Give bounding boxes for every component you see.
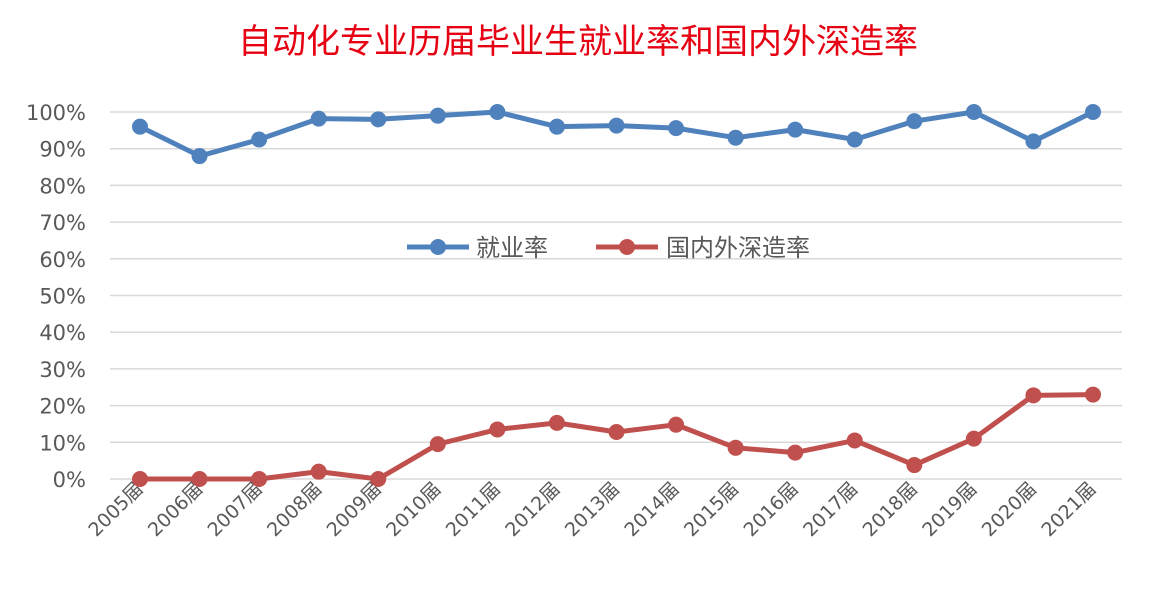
data-point: [191, 471, 208, 487]
y-tick-label: 80%: [39, 174, 86, 198]
data-point: [489, 104, 506, 120]
y-tick-label: 10%: [39, 431, 86, 455]
x-tick-label: 2019届: [918, 478, 981, 541]
series-2: [132, 386, 1101, 487]
legend: 就业率 国内外深造率: [407, 234, 810, 262]
data-point: [608, 424, 625, 441]
data-point: [1085, 386, 1101, 403]
data-point: [965, 104, 982, 120]
data-point: [132, 118, 148, 135]
data-point: [251, 131, 268, 148]
data-point: [429, 436, 446, 453]
x-tick-label: 2021届: [1037, 478, 1100, 541]
legend-marker: [619, 239, 635, 255]
data-point: [310, 463, 327, 480]
data-point: [846, 131, 863, 148]
data-point: [787, 121, 804, 138]
legend-label: 国内外深造率: [666, 234, 810, 262]
y-tick-label: 50%: [39, 285, 86, 309]
x-tick-label: 2013届: [561, 478, 624, 541]
x-tick-label: 2020届: [978, 478, 1041, 541]
y-tick-label: 30%: [39, 358, 86, 382]
data-point: [548, 118, 565, 135]
y-tick-label: 40%: [39, 321, 86, 345]
x-tick-label: 2018届: [859, 478, 922, 541]
y-axis-ticks: 0% 10% 20% 30% 40% 50% 60% 70% 80% 90% 100%: [26, 101, 86, 492]
x-tick-label: 2010届: [382, 478, 445, 541]
data-point: [251, 471, 268, 487]
x-tick-label: 2005届: [84, 478, 147, 541]
data-point: [787, 444, 804, 461]
data-point: [489, 421, 506, 438]
data-point: [1085, 104, 1101, 120]
chart-title: 自动化专业历届毕业生就业率和国内外深造率: [238, 22, 918, 62]
data-point: [1025, 387, 1042, 404]
data-point: [727, 129, 744, 146]
series-1: [132, 104, 1101, 165]
legend-label: 就业率: [476, 234, 548, 262]
x-tick-label: 2015届: [680, 478, 743, 541]
data-point: [370, 471, 387, 487]
y-tick-label: 20%: [39, 395, 86, 419]
x-tick-label: 2014届: [620, 478, 683, 541]
x-tick-label: 2008届: [263, 478, 326, 541]
x-tick-label: 2017届: [799, 478, 862, 541]
legend-marker: [430, 239, 446, 255]
data-point: [668, 120, 685, 137]
data-point: [668, 416, 685, 433]
data-point: [548, 414, 565, 431]
data-point: [608, 117, 625, 134]
data-point: [906, 457, 923, 474]
x-tick-label: 2012届: [501, 478, 564, 541]
y-tick-label: 70%: [39, 211, 86, 235]
data-point: [727, 439, 744, 456]
y-tick-label: 90%: [39, 138, 86, 162]
data-point: [370, 111, 387, 128]
gridlines: [110, 111, 1122, 480]
data-point: [1025, 133, 1042, 150]
y-tick-label: 100%: [26, 101, 86, 125]
x-axis-ticks: 2005届2006届2007届2008届2009届2010届2011届2012届…: [84, 478, 1100, 541]
data-point: [429, 107, 446, 124]
x-tick-label: 2006届: [144, 478, 207, 541]
data-point: [906, 113, 923, 130]
series-group: [132, 104, 1101, 487]
x-tick-label: 2011届: [442, 478, 505, 541]
data-point: [191, 148, 208, 165]
x-tick-label: 2009届: [323, 478, 386, 541]
x-tick-label: 2016届: [740, 478, 803, 541]
y-tick-label: 60%: [39, 248, 86, 272]
data-point: [965, 430, 982, 447]
x-tick-label: 2007届: [203, 478, 266, 541]
data-point: [310, 110, 327, 127]
data-point: [846, 432, 863, 449]
y-tick-label: 0%: [53, 468, 86, 492]
data-point: [132, 471, 148, 487]
